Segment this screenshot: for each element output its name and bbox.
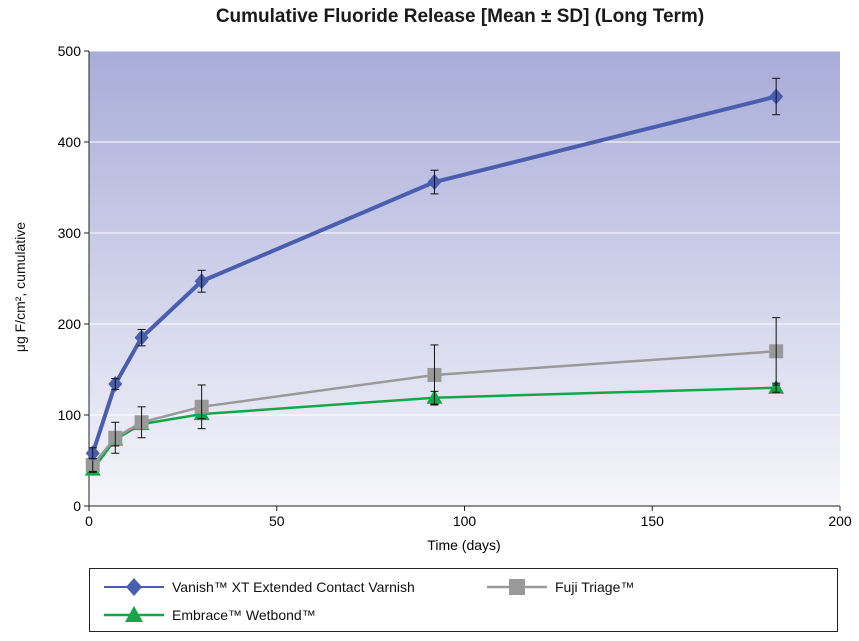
x-tick-label: 0 (85, 513, 93, 529)
data-point-triangle (125, 606, 143, 622)
legend-label: Vanish™ XT Extended Contact Varnish (172, 579, 415, 595)
data-point-diamond (126, 578, 142, 596)
x-axis-label: Time (days) (427, 537, 500, 553)
x-tick-label: 200 (828, 513, 852, 529)
legend-swatch (487, 579, 547, 595)
data-point-square (509, 579, 525, 595)
legend-item: Vanish™ XT Extended Contact Varnish (102, 577, 415, 597)
y-tick-label: 100 (58, 407, 82, 423)
y-tick-label: 400 (58, 134, 82, 150)
x-tick-label: 100 (453, 513, 477, 529)
legend-label: Embrace™ Wetbond™ (172, 607, 316, 623)
legend-swatch (104, 578, 164, 596)
line-chart: 0 100 200 300 400 500 0 50 100 150 200 Time (days) (58, 43, 852, 553)
plot-area (89, 51, 840, 506)
legend-label: Fuji Triage™ (555, 579, 635, 595)
legend-swatch (104, 606, 164, 622)
series-group (85, 77, 784, 462)
legend-item: Embrace™ Wetbond™ (102, 605, 316, 625)
legend: Vanish™ XT Extended Contact Varnish Fuji … (89, 568, 838, 632)
legend-item: Fuji Triage™ (485, 577, 634, 597)
y-tick-label: 0 (73, 498, 81, 514)
series-group (85, 317, 784, 473)
y-tick-label: 300 (58, 225, 82, 241)
series-line (90, 94, 777, 454)
x-tick-label: 150 (641, 513, 665, 529)
y-tick-label: 200 (58, 316, 82, 332)
x-tick-label: 50 (269, 513, 285, 529)
chart-title: Cumulative Fluoride Release [Mean ± SD] … (215, 6, 705, 27)
y-tick-label: 500 (58, 43, 82, 59)
